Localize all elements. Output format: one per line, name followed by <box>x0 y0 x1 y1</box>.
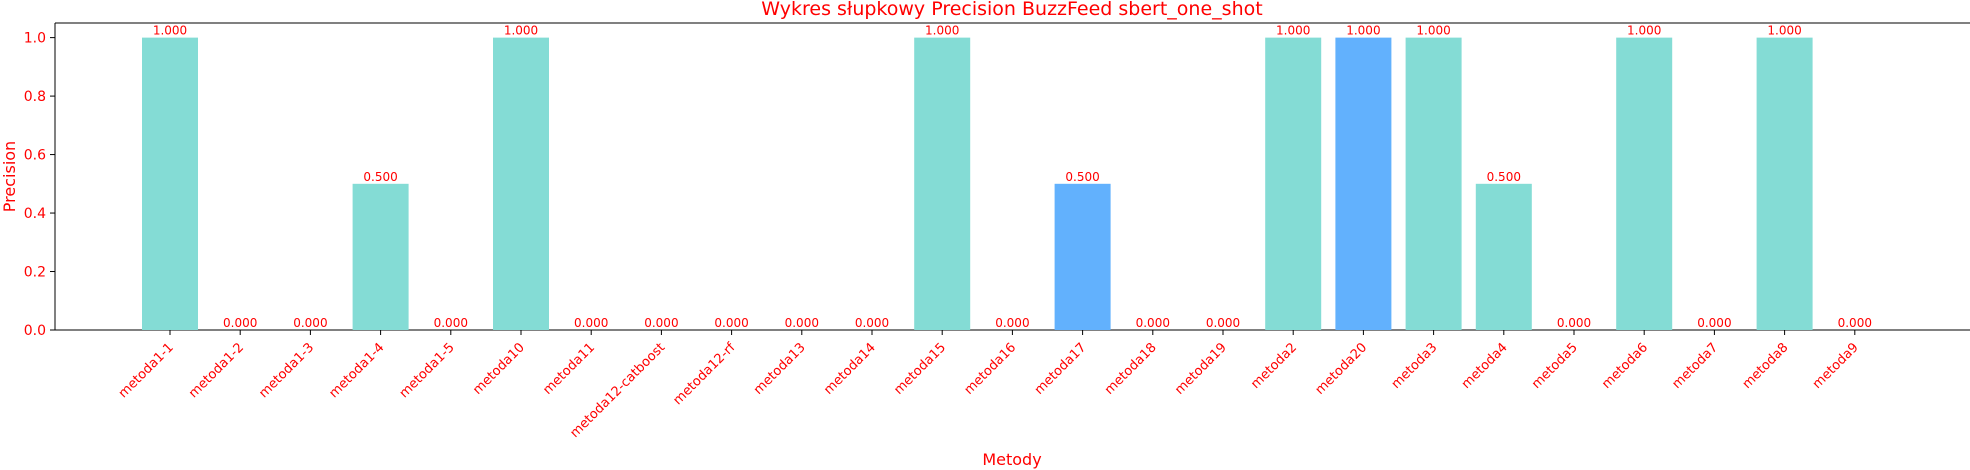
y-tick-label: 0.0 <box>24 323 46 339</box>
x-tick-label-metoda11: metoda11 <box>540 340 598 398</box>
y-tick-label: 0.4 <box>24 206 46 222</box>
value-label-metoda12-rf: 0.000 <box>714 316 748 330</box>
y-tick-label: 0.6 <box>24 148 46 164</box>
x-tick-label-metoda9: metoda9 <box>1810 340 1862 392</box>
x-axis-label: Metody <box>982 450 1041 469</box>
value-label-metoda16: 0.000 <box>995 316 1029 330</box>
x-tick-label-metoda6: metoda6 <box>1599 340 1651 392</box>
x-tick-label-metoda12-rf: metoda12-rf <box>670 340 738 408</box>
x-tick-label-metoda14: metoda14 <box>821 340 879 398</box>
x-tick-label-metoda5: metoda5 <box>1529 340 1581 392</box>
x-tick-label-metoda1-1: metoda1-1 <box>116 340 177 401</box>
x-tick-label-metoda1-4: metoda1-4 <box>326 340 387 401</box>
x-tick-label-metoda1-3: metoda1-3 <box>256 340 317 401</box>
bar-metoda10 <box>493 37 549 330</box>
x-tick-label-metoda1-5: metoda1-5 <box>397 340 458 401</box>
x-tick-label-metoda7: metoda7 <box>1669 340 1721 392</box>
chart-title: Wykres słupkowy Precision BuzzFeed sbert… <box>761 0 1262 20</box>
x-tick-label-metoda15: metoda15 <box>891 340 949 398</box>
value-label-metoda2: 1.000 <box>1276 24 1310 38</box>
value-label-metoda17: 0.500 <box>1065 170 1099 184</box>
value-label-metoda4: 0.500 <box>1487 170 1521 184</box>
y-tick-label: 1.0 <box>24 31 46 47</box>
x-tick-label-metoda18: metoda18 <box>1102 340 1160 398</box>
y-tick-label: 0.8 <box>24 89 46 105</box>
value-label-metoda1-5: 0.000 <box>434 316 468 330</box>
x-tick-label-metoda20: metoda20 <box>1313 340 1371 398</box>
value-label-metoda1-2: 0.000 <box>223 316 257 330</box>
value-label-metoda11: 0.000 <box>574 316 608 330</box>
bar-metoda8 <box>1756 37 1813 330</box>
y-tick-label: 0.2 <box>24 265 46 281</box>
value-label-metoda12-catboost: 0.000 <box>644 316 678 330</box>
value-label-metoda5: 0.000 <box>1557 316 1591 330</box>
value-label-metoda1-3: 0.000 <box>293 316 327 330</box>
x-tick-label-metoda10: metoda10 <box>470 340 528 398</box>
value-label-metoda1-1: 1.000 <box>153 24 187 38</box>
value-label-metoda1-4: 0.500 <box>363 170 397 184</box>
x-tick-label-metoda19: metoda19 <box>1172 340 1230 398</box>
value-label-metoda18: 0.000 <box>1136 316 1170 330</box>
x-tick-label-metoda2: metoda2 <box>1248 340 1300 392</box>
value-label-metoda19: 0.000 <box>1206 316 1240 330</box>
x-tick-label-metoda1-2: metoda1-2 <box>186 340 247 401</box>
value-label-metoda14: 0.000 <box>855 316 889 330</box>
value-label-metoda9: 0.000 <box>1838 316 1872 330</box>
plot-area: 0.00.20.40.60.81.0 1.000metoda1-10.000met… <box>24 22 1970 441</box>
bar-metoda3 <box>1405 37 1462 330</box>
x-tick-label-metoda13: metoda13 <box>751 340 809 398</box>
bar-metoda15 <box>914 37 971 330</box>
bar-metoda2 <box>1265 37 1322 330</box>
x-tick-label-metoda8: metoda8 <box>1740 340 1792 392</box>
value-label-metoda20: 1.000 <box>1346 24 1380 38</box>
bar-metoda1-4 <box>352 183 409 330</box>
value-label-metoda15: 1.000 <box>925 24 959 38</box>
x-tick-label-metoda3: metoda3 <box>1389 340 1441 392</box>
value-label-metoda13: 0.000 <box>785 316 819 330</box>
value-label-metoda7: 0.000 <box>1697 316 1731 330</box>
bar-metoda20 <box>1335 37 1392 330</box>
x-tick-label-metoda4: metoda4 <box>1459 340 1511 392</box>
bar-metoda1-1 <box>142 37 198 330</box>
value-label-metoda3: 1.000 <box>1416 24 1450 38</box>
bar-metoda17 <box>1054 183 1111 330</box>
bar-metoda4 <box>1475 183 1532 330</box>
value-label-metoda10: 1.000 <box>504 24 538 38</box>
bar-metoda6 <box>1616 37 1673 330</box>
value-label-metoda6: 1.000 <box>1627 24 1661 38</box>
x-tick-label-metoda17: metoda17 <box>1032 340 1090 398</box>
y-axis-label: Precision <box>0 141 19 212</box>
x-tick-label-metoda16: metoda16 <box>962 340 1020 398</box>
value-label-metoda8: 1.000 <box>1767 24 1801 38</box>
